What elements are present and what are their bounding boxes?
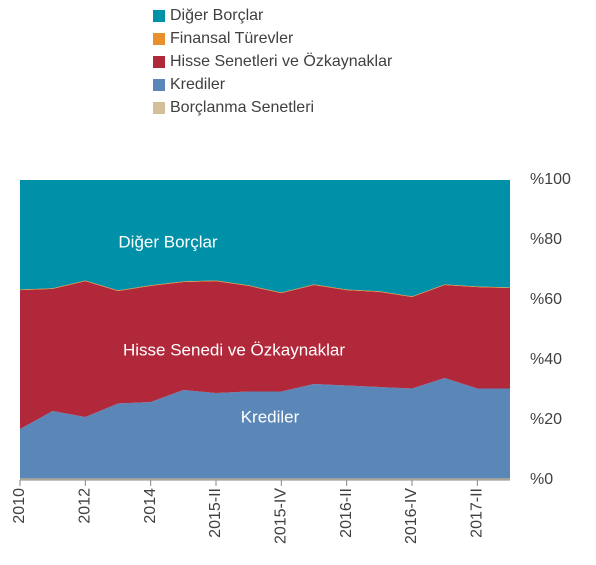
y-tick-label: %20: [530, 411, 562, 428]
area-annotation: Krediler: [241, 407, 300, 426]
area: [20, 378, 510, 479]
legend-label: Hisse Senetleri ve Özkaynaklar: [170, 52, 393, 70]
legend-label: Diğer Borçlar: [170, 7, 264, 24]
legend-swatch: [153, 56, 165, 68]
y-tick-label: %60: [530, 291, 562, 308]
legend-swatch: [153, 33, 165, 45]
legend-label: Borçlanma Senetleri: [170, 99, 314, 116]
x-tick-label: 2015-II: [207, 488, 224, 538]
legend-label: Finansal Türevler: [170, 30, 294, 47]
area: [20, 281, 510, 429]
y-tick-label: %100: [530, 171, 571, 188]
area-annotation: Hisse Senedi ve Özkaynaklar: [123, 340, 345, 359]
x-tick-label: 2016-II: [338, 488, 355, 538]
y-tick-label: %0: [530, 471, 553, 488]
x-tick-label: 2012: [77, 488, 94, 524]
legend-label: Krediler: [170, 76, 226, 93]
y-tick-label: %80: [530, 231, 562, 248]
area: [20, 180, 510, 297]
x-tick-label: 2017-II: [469, 488, 486, 538]
x-tick-label: 2016-IV: [403, 488, 420, 544]
area: [20, 280, 510, 297]
x-tick-label: 2015-IV: [273, 488, 290, 544]
y-tick-label: %40: [530, 351, 562, 368]
x-tick-label: 2010: [11, 488, 28, 524]
legend-swatch: [153, 10, 165, 22]
legend-swatch: [153, 102, 165, 114]
x-tick-label: 2014: [142, 488, 159, 524]
area-annotation: Diğer Borçlar: [118, 232, 218, 251]
legend-swatch: [153, 79, 165, 91]
